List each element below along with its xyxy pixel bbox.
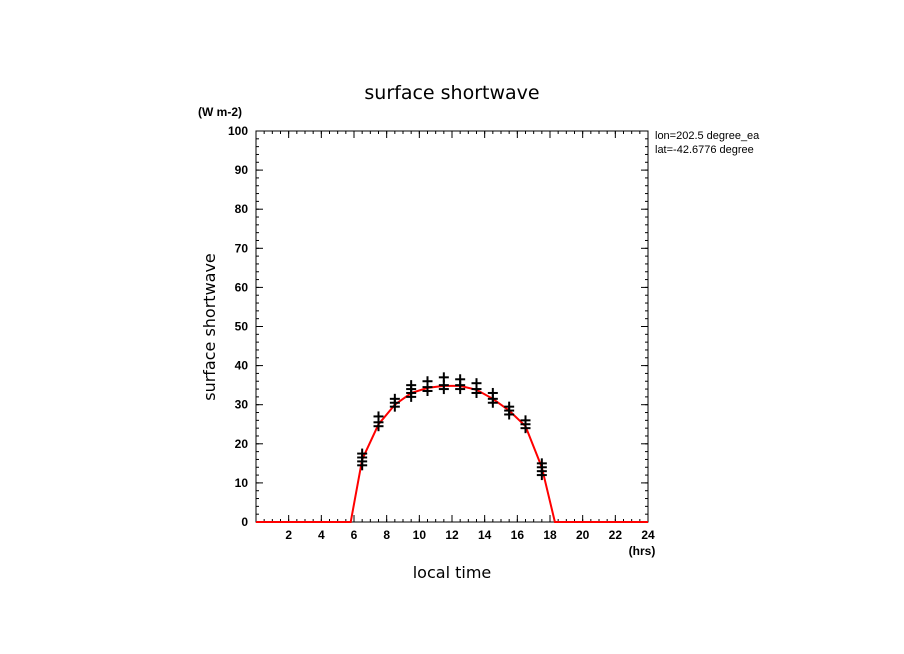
x-tick-label: 18 (543, 528, 557, 542)
info-line-lat: lat=-42.6776 degree (655, 144, 754, 156)
x-tick-label: 16 (511, 528, 525, 542)
y-tick-label: 10 (235, 476, 249, 490)
info-line-lon: lon=202.5 degree_ea (655, 130, 760, 142)
data-point-plus (520, 415, 531, 426)
chart-title: surface shortwave (364, 82, 539, 104)
y-tick-label: 90 (235, 163, 249, 177)
data-point-plus (389, 393, 400, 404)
line-layer (256, 384, 648, 523)
x-tick-label: 20 (576, 528, 590, 542)
x-tick-label: 22 (609, 528, 623, 542)
x-tick-label: 14 (478, 528, 492, 542)
x-tick-label: 6 (351, 528, 358, 542)
x-axis-label: local time (413, 563, 492, 582)
axes-layer: 2 4 6 8 10 12 14 16 18 20 22 2401020304050607080901… (228, 124, 655, 542)
plot-frame (255, 130, 649, 523)
marker-layer (357, 372, 547, 481)
y-tick-label: 60 (235, 280, 249, 294)
y-tick-label: 0 (241, 515, 248, 529)
data-point-plus (438, 372, 449, 383)
x-tick-label: 24 (641, 528, 655, 542)
x-units-label: (hrs) (629, 544, 656, 558)
x-tick-label: 2 (285, 528, 292, 542)
data-point-plus (373, 411, 384, 422)
data-point-plus (536, 458, 547, 469)
data-point-plus (357, 448, 368, 459)
data-point-plus (504, 401, 515, 412)
y-tick-label: 40 (235, 359, 249, 373)
data-point-plus (471, 378, 482, 389)
x-tick-label: 4 (318, 528, 325, 542)
data-point-plus (455, 374, 466, 385)
y-tick-label: 50 (235, 320, 249, 334)
x-tick-label: 12 (445, 528, 459, 542)
y-tick-label: 80 (235, 202, 249, 216)
x-tick-label: 8 (383, 528, 390, 542)
y-axis-label: surface shortwave (200, 253, 219, 401)
y-tick-label: 30 (235, 398, 249, 412)
x-tick-label: 10 (413, 528, 427, 542)
y-units-label: (W m-2) (198, 105, 242, 119)
data-point-plus (487, 387, 498, 398)
y-tick-label: 70 (235, 241, 249, 255)
data-point-plus (422, 376, 433, 387)
y-tick-label: 100 (228, 124, 248, 138)
y-tick-label: 20 (235, 437, 249, 451)
fit-line (256, 384, 648, 523)
data-point-plus (406, 380, 417, 391)
